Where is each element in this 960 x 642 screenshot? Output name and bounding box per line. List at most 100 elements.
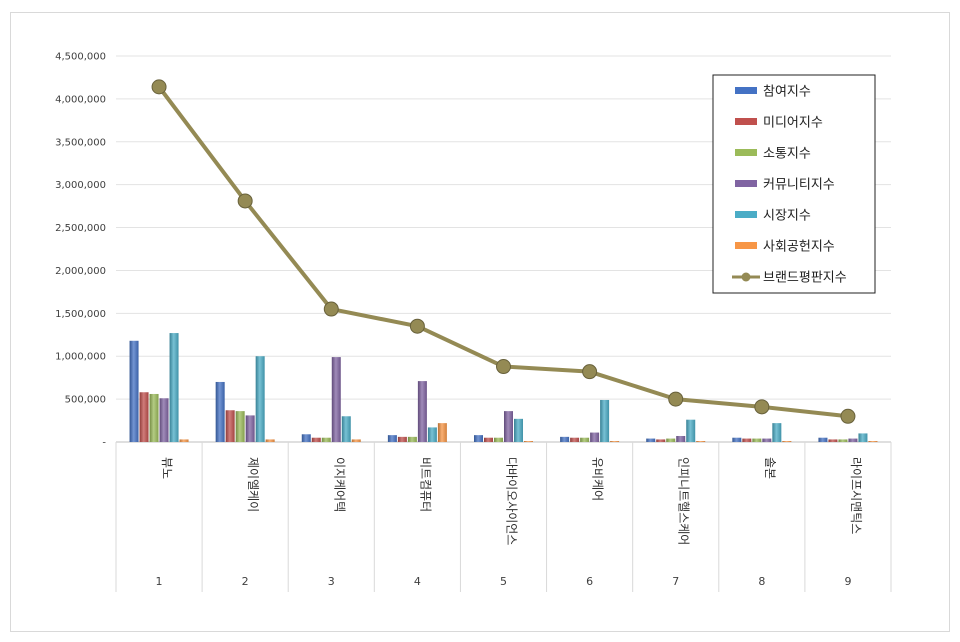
y-tick-label: 4,500,000 (55, 52, 106, 63)
category-number-label: 7 (672, 575, 679, 588)
chart-svg: - 500,000 1,000,000 1,500,000 2,000,000 2,500… (55, 52, 892, 592)
bar (245, 415, 255, 442)
bar (858, 433, 868, 442)
bar (772, 423, 782, 442)
bar (580, 437, 590, 442)
legend-label: 소통지수 (763, 147, 811, 162)
y-tick-label: 3,000,000 (55, 180, 106, 191)
bar (686, 419, 696, 442)
bar (514, 418, 523, 442)
y-tick-label: 1,500,000 (55, 309, 106, 320)
bar (255, 356, 265, 442)
legend-label: 미디어지수 (763, 116, 823, 131)
category-name-label: 비트컴퓨터 (418, 457, 432, 512)
bar (696, 441, 706, 442)
y-tick-label: 4,000,000 (55, 94, 106, 105)
category-name-label: 솔본 (763, 457, 777, 479)
legend-swatch (735, 242, 757, 249)
line-point (409, 318, 425, 334)
bar (782, 441, 792, 442)
bar (235, 411, 245, 442)
bar (311, 437, 321, 442)
category-number-label: 8 (758, 575, 765, 588)
bar (149, 393, 159, 442)
y-tick-label: 3,500,000 (55, 137, 106, 148)
line-layer (151, 79, 856, 424)
bar (494, 437, 503, 442)
bar (265, 439, 275, 442)
line-point (237, 193, 253, 209)
legend-swatch (735, 211, 757, 218)
legend-label: 커뮤니티지수 (763, 178, 835, 193)
line-point (668, 391, 684, 407)
bar (484, 437, 493, 442)
bar (762, 438, 772, 442)
bar (351, 439, 361, 442)
bar (417, 381, 427, 442)
line-point (754, 399, 770, 415)
y-tick-label: 1,000,000 (55, 352, 106, 363)
y-tick-label: 2,000,000 (55, 266, 106, 277)
category-name-label: 라이프시맨틱스 (849, 457, 863, 534)
legend-label: 참여지수 (763, 85, 811, 100)
category-name-label: 다바이오사이언스 (505, 457, 519, 545)
bar (225, 410, 235, 442)
bar (301, 434, 311, 442)
bar (341, 416, 351, 442)
bar (560, 436, 570, 442)
category-name-label: 인피니트헬스케어 (677, 457, 691, 545)
category-number-label: 5 (500, 575, 507, 588)
line-point (840, 408, 856, 424)
bar (159, 398, 169, 442)
category-number-label: 1 (156, 575, 163, 588)
bar (321, 437, 331, 442)
y-tick-label: 2,500,000 (55, 223, 106, 234)
y-tick-label: 500,000 (65, 395, 106, 406)
bar (666, 438, 676, 442)
legend-label: 시장지수 (763, 209, 811, 224)
bar (610, 441, 620, 442)
category-number-label: 4 (414, 575, 421, 588)
bar (732, 437, 742, 442)
legend-swatch (735, 149, 757, 156)
grid-layer (116, 55, 891, 443)
chart-frame: - 500,000 1,000,000 1,500,000 2,000,000 2,500… (10, 12, 950, 632)
bar (848, 438, 858, 442)
legend-label: 브랜드평판지수 (763, 271, 847, 286)
bar (215, 381, 225, 442)
category-number-label: 9 (844, 575, 851, 588)
bar (570, 437, 580, 442)
line-point (151, 79, 167, 95)
bar (524, 441, 533, 442)
category-number-label: 3 (328, 575, 335, 588)
bar (646, 438, 656, 442)
bar (676, 435, 686, 442)
bar-layer (129, 333, 878, 442)
bar (752, 438, 762, 442)
bar (818, 437, 828, 442)
y-axis: - 500,000 1,000,000 1,500,000 2,000,000 2,500… (55, 52, 106, 449)
bar (600, 399, 610, 442)
legend-swatch (735, 118, 757, 125)
bar (742, 438, 752, 442)
category-name-label: 뷰노 (160, 457, 174, 479)
bar (331, 357, 341, 442)
category-name-label: 제이엘케이 (246, 457, 260, 512)
y-tick-label: - (102, 438, 106, 449)
bar (828, 439, 838, 442)
bar (179, 439, 189, 442)
bar (397, 436, 407, 442)
bar (129, 340, 139, 442)
bar (838, 439, 848, 442)
legend-label: 사회공헌지수 (763, 240, 835, 255)
bar (474, 435, 483, 442)
legend-swatch (735, 180, 757, 187)
bar (139, 392, 149, 442)
bar (868, 441, 878, 442)
bar (504, 411, 513, 442)
category-number-label: 6 (586, 575, 593, 588)
category-number-label: 2 (242, 575, 249, 588)
bar (387, 435, 397, 442)
line-point (496, 359, 511, 375)
